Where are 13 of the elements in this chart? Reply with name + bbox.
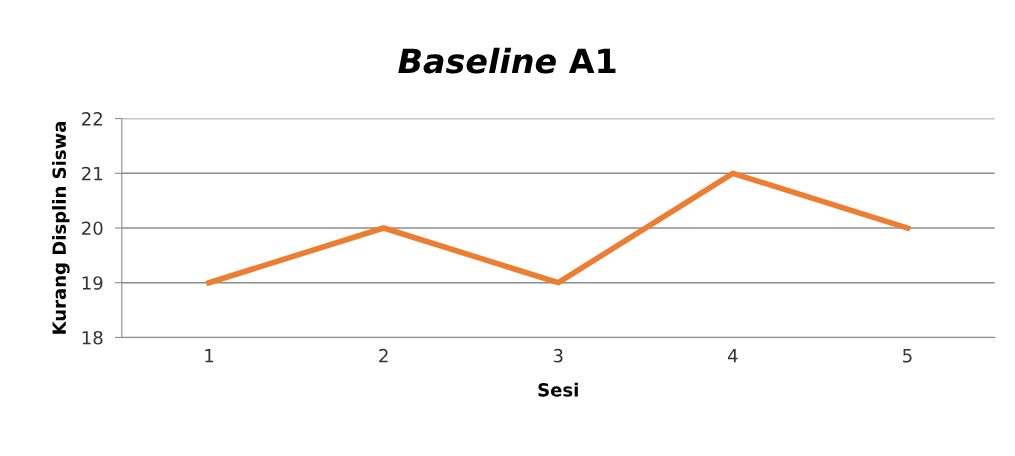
y-tick-label: 18	[82, 330, 103, 345]
chart-title: Baseline A1	[398, 47, 616, 74]
x-tick-label: 1	[205, 349, 214, 363]
x-tick-label: 3	[553, 348, 563, 363]
y-tick-label: 19	[82, 276, 103, 290]
x-tick-label: 2	[379, 348, 388, 363]
y-axis-title: Kurang Displin Siswa	[52, 121, 70, 334]
x-tick-label: 5	[903, 349, 912, 363]
x-axis-title: Sesi	[538, 382, 578, 397]
y-tick-label: 22	[82, 112, 102, 126]
x-tick-label: 4	[727, 349, 738, 363]
y-tick-label: 20	[82, 221, 103, 236]
y-tick-label: 21	[82, 166, 103, 181]
